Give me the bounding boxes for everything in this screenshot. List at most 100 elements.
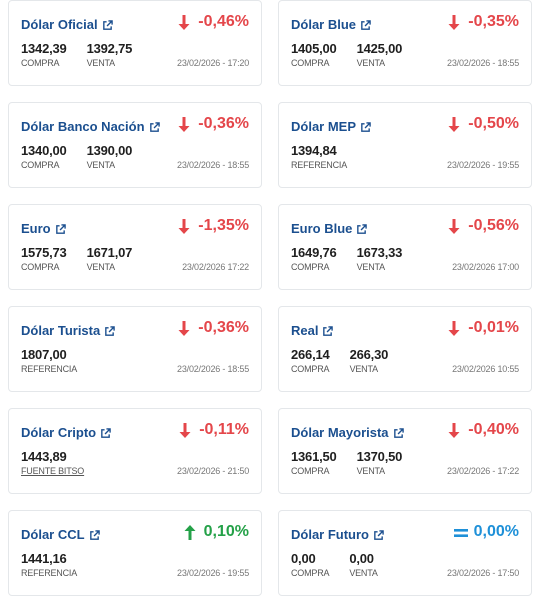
- value-label: VENTA: [356, 58, 386, 68]
- variation-indicator: 0,10%: [184, 523, 249, 541]
- value-secondary: 1390,00 VENTA: [87, 143, 133, 170]
- value-number: 1405,00: [291, 41, 337, 56]
- value-label[interactable]: FUENTE BITSO: [21, 466, 85, 476]
- arrow-down-icon: [178, 14, 190, 30]
- quote-title-link[interactable]: Real: [291, 323, 334, 338]
- external-link-icon: [89, 529, 100, 540]
- value-secondary: 0,00 VENTA: [349, 551, 378, 578]
- value-primary: 1405,00 COMPRA: [291, 41, 337, 68]
- arrow-down-icon: [178, 218, 190, 234]
- quote-title-link[interactable]: Dólar Blue: [291, 17, 371, 32]
- variation-indicator: -0,36%: [178, 115, 249, 133]
- value-primary: 1443,89 FUENTE BITSO: [21, 449, 84, 476]
- quote-values: 1575,73 COMPRA 1671,07 VENTA: [21, 245, 132, 272]
- quote-card[interactable]: Dólar MEP -0,50% 1394,84 REFERENCIA 23/02/20…: [278, 102, 532, 188]
- quote-title-link[interactable]: Dólar Banco Nación: [21, 119, 160, 134]
- value-number: 1671,07: [86, 245, 133, 260]
- timestamp: 23/02/2026 - 18:55: [447, 58, 519, 68]
- value-label: VENTA: [86, 160, 116, 170]
- value-secondary: 1673,33 VENTA: [357, 245, 403, 272]
- timestamp: 23/02/2026 - 19:55: [447, 160, 519, 170]
- quote-title: Dólar Cripto: [21, 425, 97, 440]
- quote-title: Dólar Banco Nación: [21, 119, 145, 134]
- value-label: VENTA: [356, 262, 386, 272]
- quote-title-link[interactable]: Dólar MEP: [291, 119, 371, 134]
- quote-title: Real: [291, 323, 319, 338]
- quote-title-link[interactable]: Dólar CCL: [21, 527, 100, 542]
- quote-card[interactable]: Dólar Mayorista -0,40% 1361,50 COMPRA 1370,5…: [278, 408, 532, 494]
- value-number: 1370,50: [356, 449, 403, 464]
- quote-card[interactable]: Dólar CCL 0,10% 1441,16 REFERENCIA 23/02/202…: [8, 510, 262, 596]
- value-label: VENTA: [86, 58, 116, 68]
- variation-value: -0,50%: [468, 115, 519, 132]
- value-label: VENTA: [356, 466, 386, 476]
- variation-value: -0,36%: [198, 115, 249, 132]
- quote-values: 1807,00 REFERENCIA: [21, 347, 77, 374]
- value-number: 0,00: [291, 551, 316, 566]
- timestamp: 23/02/2026 - 21:50: [177, 466, 249, 476]
- variation-indicator: 0,00%: [453, 523, 519, 541]
- quote-title-link[interactable]: Dólar Cripto: [21, 425, 111, 440]
- quote-card[interactable]: Dólar Futuro 0,00% 0,00 COMPRA 0,00 VENTA 23/0…: [278, 510, 532, 596]
- value-number: 1342,39: [21, 41, 67, 56]
- quote-values: 1405,00 COMPRA 1425,00 VENTA: [291, 41, 402, 68]
- quote-card[interactable]: Dólar Turista -0,36% 1807,00 REFERENCIA 23/0…: [8, 306, 262, 392]
- quote-title-link[interactable]: Dólar Turista: [21, 323, 115, 338]
- quote-title: Dólar Blue: [291, 17, 357, 32]
- value-primary: 0,00 COMPRA: [291, 551, 330, 578]
- value-primary: 1575,73 COMPRA: [21, 245, 67, 272]
- quote-card[interactable]: Euro -1,35% 1575,73 COMPRA 1671,07 VENTA 23/02…: [8, 204, 262, 290]
- quote-title-link[interactable]: Euro: [21, 221, 66, 236]
- timestamp: 23/02/2026 - 18:55: [177, 160, 249, 170]
- value-label: COMPRA: [291, 568, 330, 578]
- variation-indicator: -0,01%: [448, 319, 519, 337]
- timestamp: 23/02/2026 - 18:55: [177, 364, 249, 374]
- value-label: COMPRA: [291, 364, 330, 374]
- external-link-icon: [100, 427, 111, 438]
- quote-title-link[interactable]: Euro Blue: [291, 221, 368, 236]
- variation-indicator: -0,36%: [178, 319, 249, 337]
- value-label: REFERENCIA: [291, 160, 348, 170]
- equal-icon: [453, 525, 468, 540]
- quote-title: Euro Blue: [291, 221, 353, 236]
- timestamp: 23/02/2026 - 17:50: [447, 568, 519, 578]
- timestamp: 23/02/2026 - 19:55: [177, 568, 249, 578]
- timestamp: 23/02/2026 17:00: [452, 262, 519, 272]
- quote-card[interactable]: Dólar Blue -0,35% 1405,00 COMPRA 1425,00 VENT…: [278, 0, 532, 86]
- quote-card[interactable]: Euro Blue -0,56% 1649,76 COMPRA 1673,33 VENTA…: [278, 204, 532, 290]
- quote-values: 1441,16 REFERENCIA: [21, 551, 77, 578]
- variation-indicator: -1,35%: [178, 217, 249, 235]
- variation-value: -0,35%: [468, 13, 519, 30]
- arrow-down-icon: [448, 218, 460, 234]
- variation-indicator: -0,50%: [448, 115, 519, 133]
- quote-title-link[interactable]: Dólar Oficial: [21, 17, 113, 32]
- value-number: 1394,84: [291, 143, 337, 158]
- quote-values: 0,00 COMPRA 0,00 VENTA: [291, 551, 378, 578]
- quote-values: 1361,50 COMPRA 1370,50 VENTA: [291, 449, 402, 476]
- arrow-down-icon: [179, 422, 191, 438]
- value-primary: 1361,50 COMPRA: [291, 449, 337, 476]
- timestamp: 23/02/2026 17:22: [182, 262, 249, 272]
- value-label: COMPRA: [291, 58, 330, 68]
- external-link-icon: [360, 19, 371, 30]
- quote-title-link[interactable]: Dólar Futuro: [291, 527, 384, 542]
- quote-card[interactable]: Dólar Cripto -0,11% 1443,89 FUENTE BITSO 23/…: [8, 408, 262, 494]
- value-label: VENTA: [349, 568, 378, 578]
- value-number: 1340,00: [21, 143, 67, 158]
- quote-title: Dólar Mayorista: [291, 425, 389, 440]
- value-label: COMPRA: [291, 466, 330, 476]
- arrow-down-icon: [448, 422, 460, 438]
- quote-values: 1394,84 REFERENCIA: [291, 143, 347, 170]
- quote-card[interactable]: Dólar Banco Nación -0,36% 1340,00 COMPRA 139…: [8, 102, 262, 188]
- quote-card[interactable]: Dólar Oficial -0,46% 1342,39 COMPRA 1392,75 V…: [8, 0, 262, 86]
- value-label: REFERENCIA: [21, 568, 78, 578]
- quote-title-link[interactable]: Dólar Mayorista: [291, 425, 404, 440]
- quote-card[interactable]: Real -0,01% 266,14 COMPRA 266,30 VENTA 23/02/2…: [278, 306, 532, 392]
- value-number: 1673,33: [356, 245, 403, 260]
- value-primary: 1649,76 COMPRA: [291, 245, 337, 272]
- value-number: 1441,16: [21, 551, 67, 566]
- value-label: COMPRA: [21, 160, 60, 170]
- quote-title: Dólar Futuro: [291, 527, 369, 542]
- quote-values: 1342,39 COMPRA 1392,75 VENTA: [21, 41, 132, 68]
- value-secondary: 1392,75 VENTA: [87, 41, 133, 68]
